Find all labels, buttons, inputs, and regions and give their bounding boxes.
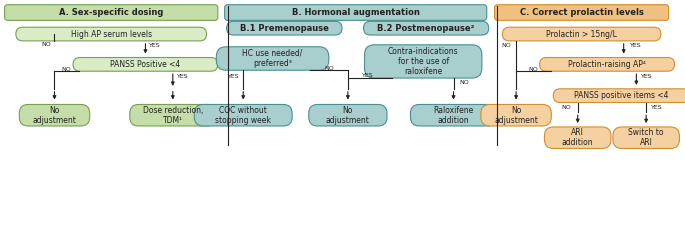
FancyBboxPatch shape <box>613 127 680 148</box>
Text: B.1 Premenopause: B.1 Premenopause <box>240 24 329 33</box>
FancyBboxPatch shape <box>502 27 661 41</box>
FancyBboxPatch shape <box>195 104 292 126</box>
Text: Prolactin > 15ng/L: Prolactin > 15ng/L <box>546 30 617 38</box>
Text: No
adjustment: No adjustment <box>33 106 77 125</box>
Text: No
adjustment: No adjustment <box>494 106 538 125</box>
FancyBboxPatch shape <box>216 47 329 70</box>
Text: YES: YES <box>641 74 653 78</box>
FancyBboxPatch shape <box>225 5 487 20</box>
Text: NO: NO <box>325 66 334 71</box>
Text: Raloxifene
addition: Raloxifene addition <box>434 106 473 125</box>
FancyBboxPatch shape <box>553 89 685 102</box>
Text: Contra-indications
for the use of
raloxifene: Contra-indications for the use of raloxi… <box>388 46 458 76</box>
Text: B. Hormonal augmentation: B. Hormonal augmentation <box>292 8 420 17</box>
Text: HC use needed/
preferred³: HC use needed/ preferred³ <box>242 49 303 68</box>
FancyBboxPatch shape <box>364 45 482 78</box>
Text: ARI
addition: ARI addition <box>562 128 593 148</box>
Text: NO: NO <box>529 67 538 72</box>
FancyBboxPatch shape <box>410 104 497 126</box>
Text: NO: NO <box>42 42 51 47</box>
Text: Dose reduction,
TDM¹: Dose reduction, TDM¹ <box>142 106 203 125</box>
Text: C. Correct prolactin levels: C. Correct prolactin levels <box>520 8 644 17</box>
Text: Switch to
ARI: Switch to ARI <box>628 128 664 148</box>
Text: A. Sex-specific dosing: A. Sex-specific dosing <box>59 8 164 17</box>
FancyBboxPatch shape <box>227 21 342 35</box>
FancyBboxPatch shape <box>540 58 675 71</box>
Text: YES: YES <box>149 43 161 48</box>
FancyBboxPatch shape <box>364 21 488 35</box>
Text: B.2 Postmenopause²: B.2 Postmenopause² <box>377 24 475 33</box>
FancyBboxPatch shape <box>129 104 216 126</box>
Text: YES: YES <box>630 43 641 48</box>
FancyBboxPatch shape <box>73 58 218 71</box>
FancyBboxPatch shape <box>19 104 90 126</box>
Text: YES: YES <box>227 74 239 78</box>
Text: COC without
stopping week: COC without stopping week <box>215 106 271 125</box>
FancyBboxPatch shape <box>309 104 387 126</box>
FancyBboxPatch shape <box>545 127 611 148</box>
Text: PANSS Positive <4: PANSS Positive <4 <box>110 60 181 69</box>
FancyBboxPatch shape <box>16 27 207 41</box>
FancyBboxPatch shape <box>495 5 669 20</box>
Text: YES: YES <box>362 72 373 78</box>
Text: PANSS positive items <4: PANSS positive items <4 <box>575 91 669 100</box>
Text: NO: NO <box>62 67 71 72</box>
FancyBboxPatch shape <box>481 104 551 126</box>
Text: YES: YES <box>177 74 188 78</box>
Text: YES: YES <box>651 105 663 110</box>
Text: No
adjustment: No adjustment <box>326 106 370 125</box>
Text: NO: NO <box>501 43 511 48</box>
Text: NO: NO <box>561 105 571 110</box>
Text: NO: NO <box>460 80 469 86</box>
Text: High AP serum levels: High AP serum levels <box>71 30 152 38</box>
FancyBboxPatch shape <box>5 5 218 20</box>
Text: Prolactin-raising AP⁴: Prolactin-raising AP⁴ <box>568 60 646 69</box>
